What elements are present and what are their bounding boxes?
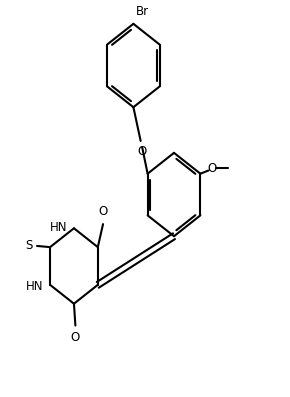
Text: O: O <box>98 205 108 218</box>
Text: O: O <box>137 145 147 158</box>
Text: HN: HN <box>26 279 44 293</box>
Text: O: O <box>71 331 80 345</box>
Text: Br: Br <box>136 5 149 18</box>
Text: O: O <box>207 162 217 175</box>
Text: HN: HN <box>50 221 68 233</box>
Text: S: S <box>26 239 33 252</box>
